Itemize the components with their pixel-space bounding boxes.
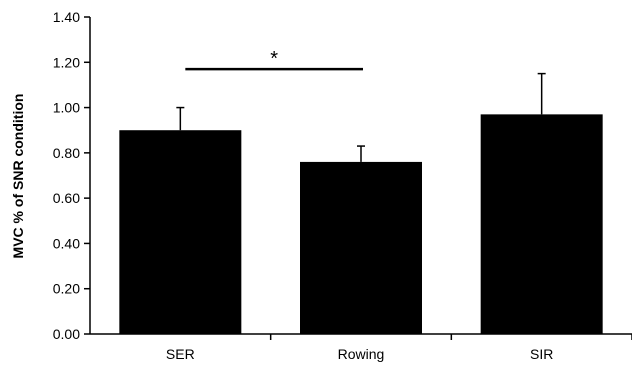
y-tick-label: 1.40 — [53, 9, 80, 25]
x-tick-label: Rowing — [338, 346, 385, 362]
bars-group — [119, 114, 603, 334]
bar-ser — [119, 130, 242, 334]
bar-rowing — [300, 161, 422, 334]
x-tick-label: SER — [166, 346, 195, 362]
significance-marker: * — [185, 48, 363, 71]
y-axis-ticks: 0.00 0.20 0.40 0.60 0.80 1.00 1.20 1.40 — [53, 9, 90, 342]
significance-asterisk: * — [270, 48, 278, 70]
x-tick-label: SIR — [530, 346, 553, 362]
y-tick-label: 0.60 — [53, 190, 80, 206]
y-tick-label: 0.00 — [53, 326, 80, 342]
y-tick-label: 1.00 — [53, 100, 80, 116]
bar-sir — [480, 114, 603, 334]
y-tick-label: 0.80 — [53, 145, 80, 161]
y-axis-label: MVC % of SNR condition — [10, 94, 26, 259]
x-axis-ticks: SER Rowing SIR — [166, 334, 632, 362]
error-bars-group — [176, 72, 546, 162]
y-tick-label: 0.40 — [53, 235, 80, 251]
y-tick-label: 0.20 — [53, 281, 80, 297]
y-tick-label: 1.20 — [53, 54, 80, 70]
